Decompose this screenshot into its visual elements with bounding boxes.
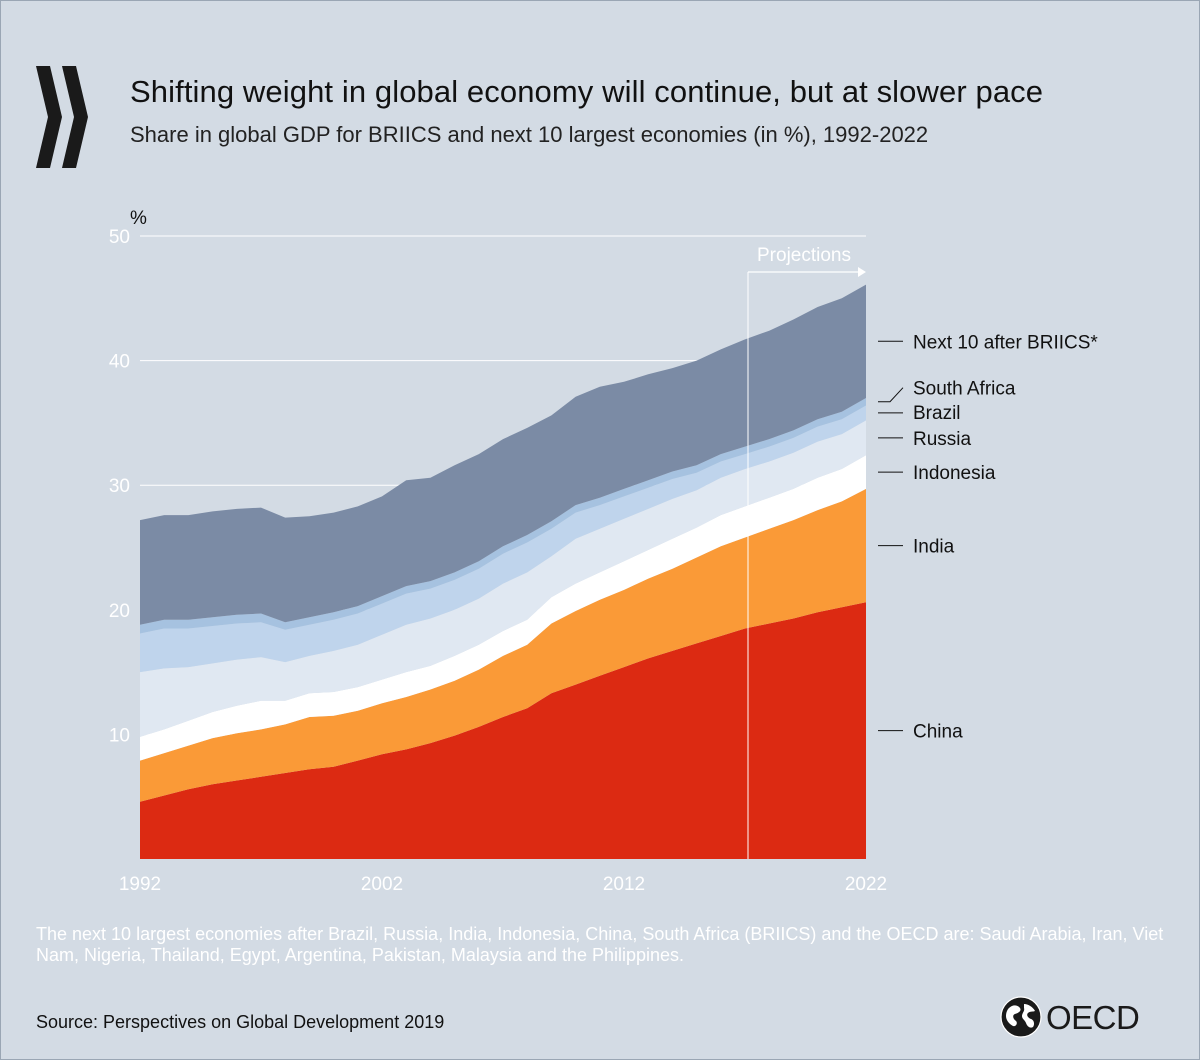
- y-tick-label: 20: [109, 601, 130, 622]
- area-indonesia: [140, 455, 866, 761]
- x-tick-label: 1992: [119, 874, 161, 895]
- series-label-next-10-after-briics: Next 10 after BRIICS*: [913, 332, 1098, 353]
- y-tick-label: 40: [109, 352, 130, 373]
- area-china: [140, 602, 866, 859]
- globe-icon: [1000, 996, 1042, 1038]
- oecd-chevron-icon: [36, 66, 88, 168]
- y-tick-label: 50: [109, 227, 130, 248]
- y-axis-label: %: [130, 208, 147, 229]
- x-tick-label: 2002: [361, 874, 403, 895]
- area-russia: [140, 420, 866, 737]
- area-brazil: [140, 405, 866, 673]
- oecd-wordmark: OECD: [1046, 999, 1140, 1036]
- series-label-indonesia: Indonesia: [913, 463, 996, 484]
- y-tick-label: 10: [109, 725, 130, 746]
- x-tick-label: 2012: [603, 874, 645, 895]
- area-next-10-after-briics: [140, 284, 866, 625]
- series-label-russia: Russia: [913, 429, 972, 450]
- x-tick-label: 2022: [845, 874, 887, 895]
- series-label-india: India: [913, 537, 955, 558]
- projections-label: Projections: [757, 245, 851, 266]
- footnote: The next 10 largest economies after Braz…: [36, 924, 1164, 965]
- series-label-china: China: [913, 722, 963, 743]
- series-label-south-africa: South Africa: [913, 379, 1016, 400]
- leader-south-africa: [878, 387, 904, 403]
- stacked-area-chart: 10 20 30 40 50% 1992 2002 2012 2022 Projections Ch…: [109, 208, 1099, 895]
- chart-title: Shifting weight in global economy will c…: [130, 74, 1044, 109]
- oecd-logo: OECD: [1000, 996, 1170, 1040]
- projection-arrow-head: [858, 267, 866, 277]
- source-note: Source: Perspectives on Global Developme…: [36, 1012, 445, 1032]
- series-label-brazil: Brazil: [913, 403, 961, 424]
- y-tick-label: 30: [109, 476, 130, 497]
- chart-subtitle: Share in global GDP for BRIICS and next …: [130, 122, 929, 147]
- area-india: [140, 488, 866, 802]
